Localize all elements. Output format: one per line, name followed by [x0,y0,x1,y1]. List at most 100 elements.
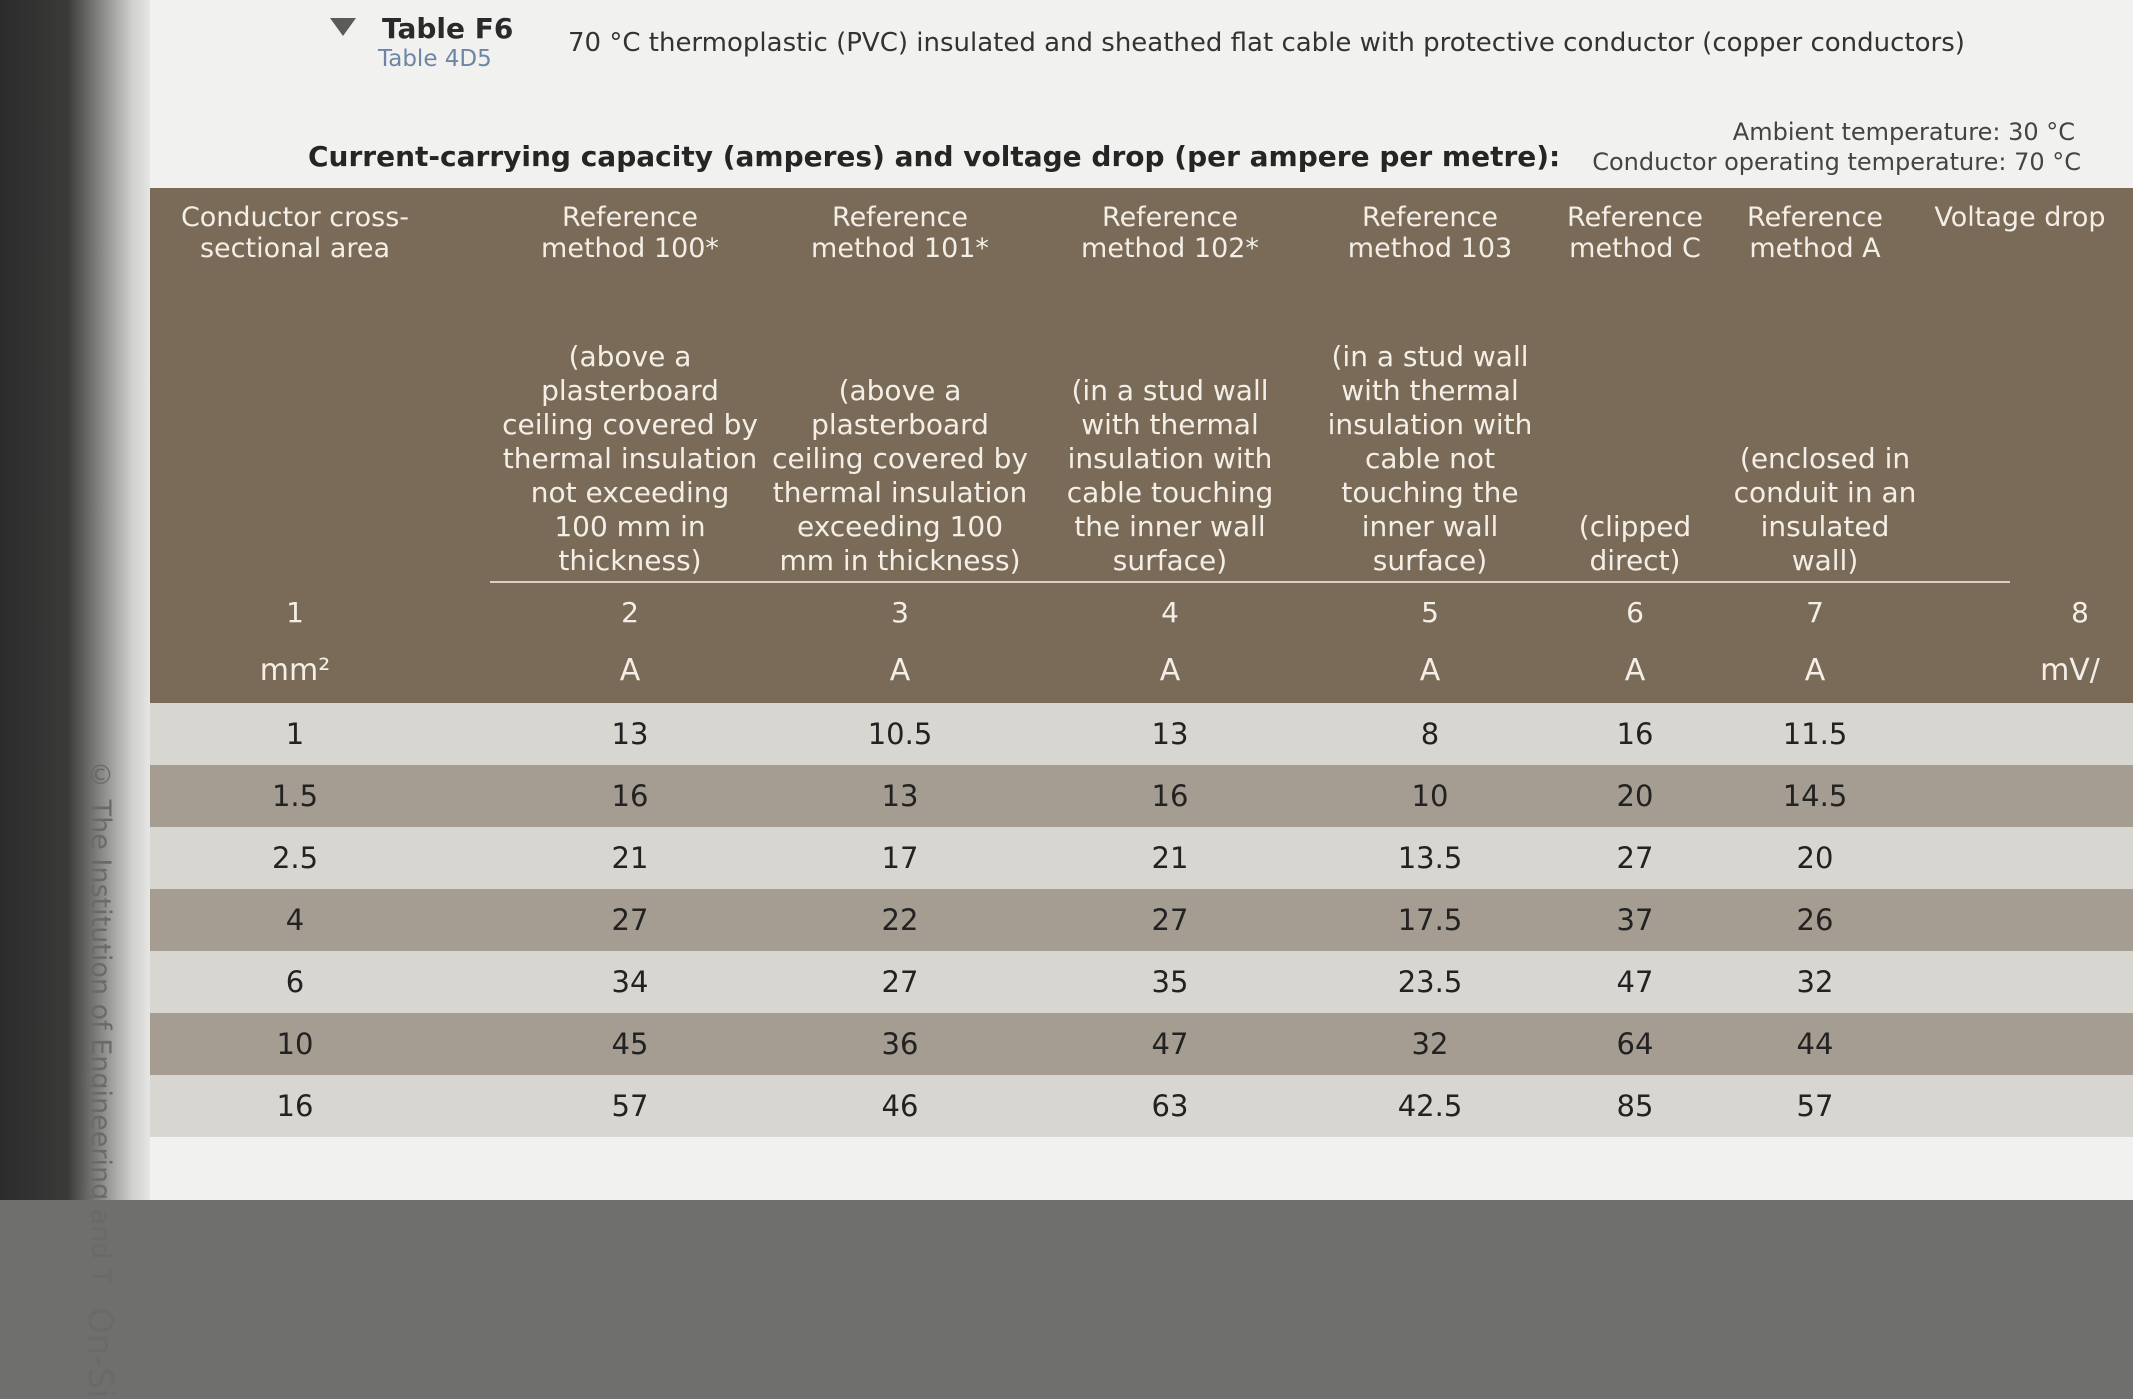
collapse-triangle-icon [330,18,356,36]
table-id: Table F6 [382,12,514,45]
table-cell: 13 [611,717,649,751]
table-cell: 2.5 [271,841,319,875]
table-cell: 4 [285,903,305,937]
unit-col-4: A [1159,653,1181,688]
header-col-2: Reference method 100* [541,202,719,264]
column-number-2: 2 [621,596,639,629]
series-text: On-Si [80,1307,120,1399]
table-cell: 37 [1616,903,1654,937]
table-cell: 14.5 [1782,779,1848,813]
header-col-7: Reference method A [1747,202,1883,264]
table-cell: 17 [881,841,919,875]
table-cell: 1 [285,717,305,751]
table-cell: 6 [285,965,305,999]
unit-col-3: A [889,653,911,688]
table-caption: Current-carrying capacity (amperes) and … [308,140,1561,173]
table-cell: 35 [1151,965,1189,999]
table-cell: 26 [1796,903,1834,937]
unit-col-5: A [1419,653,1441,688]
header-col-1: Conductor cross-sectional area [180,202,410,264]
header-divider [490,581,2010,583]
header-col-8: Voltage drop [1934,202,2106,233]
table-cell: 36 [881,1027,919,1061]
conductor-temperature: Conductor operating temperature: 70 °C [1592,148,2081,176]
table-cell: 1.5 [271,779,319,813]
table-cell: 44 [1796,1027,1834,1061]
table-cell: 32 [1796,965,1834,999]
table-row: 16 57 46 63 42.5 85 57 [150,1075,2133,1137]
table-cell: 27 [1616,841,1654,875]
table-cell: 57 [1796,1089,1834,1123]
table-cell: 42.5 [1397,1089,1463,1123]
table-cell: 10.5 [867,717,933,751]
table-row: 10 45 36 47 32 64 44 [150,1013,2133,1075]
table-cell: 13 [881,779,919,813]
table-cell: 47 [1616,965,1654,999]
header-desc-3: (above a plasterboard ceiling covered by… [772,374,1028,577]
table-row: 4 27 22 27 17.5 37 26 [150,889,2133,951]
header-desc-7: (enclosed in conduit in an insulated wal… [1733,442,1917,577]
table-old-id: Table 4D5 [378,46,492,72]
ambient-temperature: Ambient temperature: 30 °C [1732,118,2075,146]
table-cell: 57 [611,1089,649,1123]
unit-col-8: mV/ [2040,653,2100,688]
capacity-table: Conductor cross-sectional area Reference… [150,188,2133,1200]
header-col-5: Reference method 103 [1347,202,1513,264]
unit-col-1: mm² [259,653,331,688]
table-cell: 17.5 [1397,903,1463,937]
book-spine [0,0,150,1200]
column-number-4: 4 [1161,596,1179,629]
table-cell: 27 [611,903,649,937]
unit-col-6: A [1624,653,1646,688]
table-cell: 64 [1616,1027,1654,1061]
table-cell: 8 [1420,717,1440,751]
header-desc-2: (above a plasterboard ceiling covered by… [502,340,758,577]
table-cell: 16 [1616,717,1654,751]
table-cell: 34 [611,965,649,999]
table-cell: 23.5 [1397,965,1463,999]
table-header: Conductor cross-sectional area Reference… [150,188,2133,703]
table-row: 6 34 27 35 23.5 47 32 [150,951,2133,1013]
table-cell: 16 [276,1089,314,1123]
table-cell: 27 [881,965,919,999]
unit-col-7: A [1804,653,1826,688]
table-row: 2.5 21 17 21 13.5 27 20 [150,827,2133,889]
table-cell: 22 [881,903,919,937]
table-cell: 47 [1151,1027,1189,1061]
table-cell: 10 [1411,779,1449,813]
table-cell: 45 [611,1027,649,1061]
table-cell: 20 [1796,841,1834,875]
column-number-3: 3 [891,596,909,629]
column-number-6: 6 [1626,596,1644,629]
table-cell: 20 [1616,779,1654,813]
header-desc-5: (in a stud wall with thermal insulation … [1327,340,1533,577]
header-col-6: Reference method C [1567,202,1703,264]
table-cell: 32 [1411,1027,1449,1061]
table-cell: 16 [1151,779,1189,813]
header-col-4: Reference method 102* [1081,202,1259,264]
table-cell: 10 [276,1027,314,1061]
margin-copyright: © The Institution of Engineering and T O… [60,760,120,1399]
table-cell: 21 [611,841,649,875]
column-number-7: 7 [1806,596,1824,629]
table-row: 1.5 16 13 16 10 20 14.5 [150,765,2133,827]
column-number-8: 8 [2071,596,2089,629]
header-col-3: Reference method 101* [811,202,989,264]
table-cell: 46 [881,1089,919,1123]
table-cell: 63 [1151,1089,1189,1123]
table-cell: 85 [1616,1089,1654,1123]
table-description: 70 °C thermoplastic (PVC) insulated and … [568,28,1965,58]
table-cell: 16 [611,779,649,813]
table-cell: 11.5 [1782,717,1848,751]
header-desc-4: (in a stud wall with thermal insulation … [1066,374,1274,577]
table-cell: 13.5 [1397,841,1463,875]
copyright-text: © The Institution of Engineering and T [85,760,116,1285]
unit-col-2: A [619,653,641,688]
table-row: 1 13 10.5 13 8 16 11.5 [150,703,2133,765]
table-cell: 13 [1151,717,1189,751]
table-cell: 27 [1151,903,1189,937]
table-cell: 21 [1151,841,1189,875]
column-number-5: 5 [1421,596,1439,629]
column-number-1: 1 [286,596,304,629]
header-desc-6: (clipped direct) [1578,510,1692,577]
